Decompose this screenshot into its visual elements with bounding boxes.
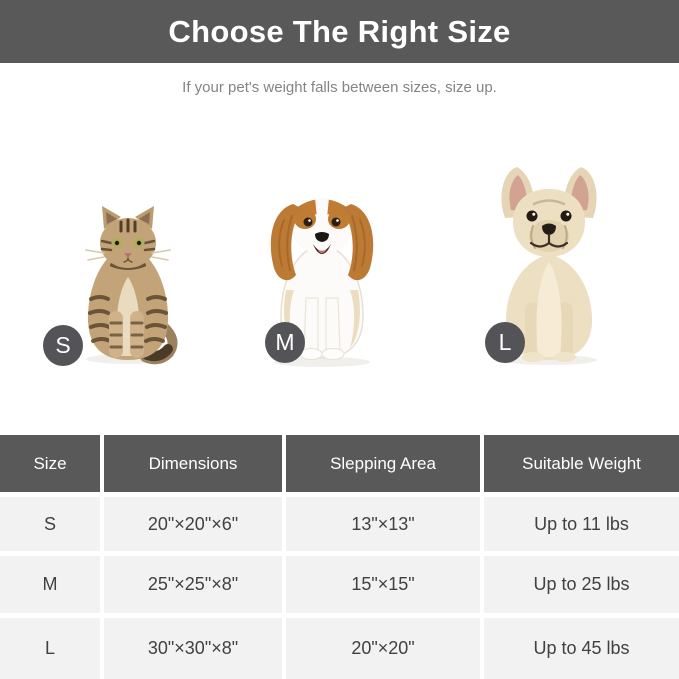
table-cell-weight-l: Up to 45 lbs [484, 618, 679, 679]
table-cell-size-m: M [0, 556, 100, 613]
subtitle-text: If your pet's weight falls between sizes… [182, 79, 497, 96]
table-cell-size-s: S [0, 497, 100, 551]
title-banner: Choose The Right Size [0, 0, 679, 63]
table-cell-weight-m: Up to 25 lbs [484, 556, 679, 613]
table-cell-weight-s: Up to 11 lbs [484, 497, 679, 551]
tabby-cat-icon [85, 206, 178, 365]
table-cell-sleeping-area-m: 15"×15" [286, 556, 480, 613]
table-cell-sleeping-area-s: 13"×13" [286, 497, 480, 551]
cat-photo-size-s [74, 203, 179, 365]
size-badge-m: M [265, 322, 305, 363]
page-title: Choose The Right Size [168, 13, 511, 49]
table-cell-size-l: L [0, 618, 100, 679]
size-table: Size Dimensions Slepping Area Suitable W… [0, 435, 679, 679]
dog-photo-size-l [487, 164, 612, 366]
table-header-sleeping-area: Slepping Area [286, 435, 480, 492]
table-cell-dimensions-s: 20"×20"×6" [104, 497, 282, 551]
table-header-size: Size [0, 435, 100, 492]
table-cell-sleeping-area-l: 20"×20" [286, 618, 480, 679]
table-cell-dimensions-m: 25"×25"×8" [104, 556, 282, 613]
french-bulldog-icon [501, 167, 597, 365]
dog-photo-size-m [256, 186, 388, 368]
size-badge-s: S [43, 325, 83, 366]
table-cell-dimensions-l: 30"×30"×8" [104, 618, 282, 679]
cavalier-spaniel-icon [270, 198, 374, 367]
table-header-dimensions: Dimensions [104, 435, 282, 492]
size-badge-l: L [485, 322, 525, 363]
table-header-suitable-weight: Suitable Weight [484, 435, 679, 492]
